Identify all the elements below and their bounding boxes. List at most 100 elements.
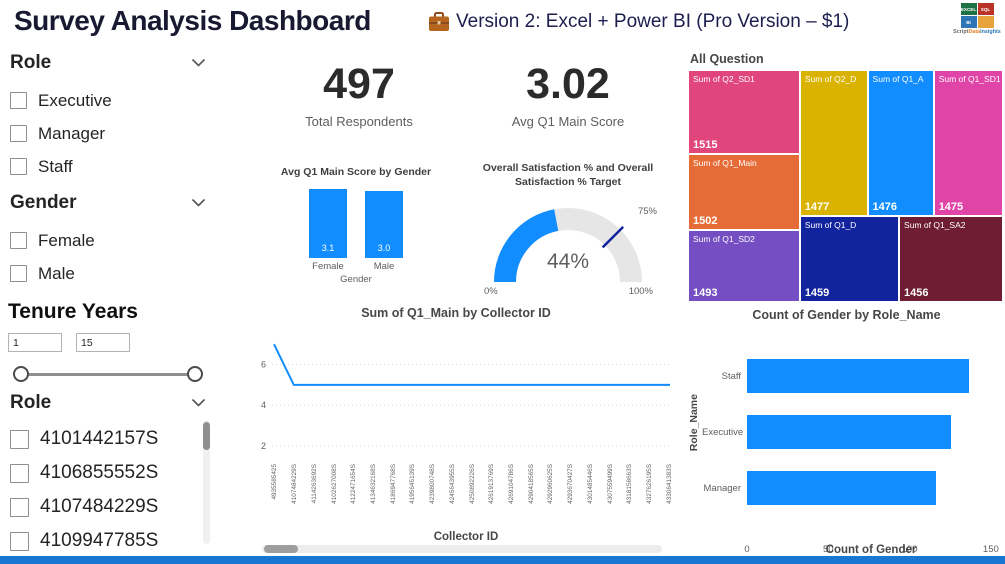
kpi-total-respondents: 497 Total Respondents	[278, 60, 440, 130]
bar-manager[interactable]	[747, 471, 937, 505]
x-tick-label: 4122471654S	[350, 464, 358, 504]
slicer-item[interactable]: 4107484229S	[10, 490, 206, 524]
slicer-item[interactable]: Female	[10, 224, 206, 257]
brand-logo: EXCEL SQL BI ScriptDataInsights	[950, 3, 1004, 35]
slicer-tenure-title: Tenure Years	[8, 300, 138, 323]
chart-all-question-treemap: All Question Sum of Q2_SD1 1515 Sum of Q1_…	[688, 52, 1004, 306]
x-tick-label: 4195645139S	[409, 464, 417, 504]
slicer-item[interactable]: Manager	[10, 117, 206, 150]
treemap-tile[interactable]: Sum of Q1_SD2 1493	[688, 230, 800, 302]
slicer-item[interactable]: 4109947785S	[10, 524, 206, 558]
line-series[interactable]	[273, 343, 670, 386]
x-tick-label: 4292960625S	[547, 464, 555, 504]
slicer-item[interactable]: Executive	[10, 84, 206, 117]
gauge-target-label: 75%	[637, 206, 657, 217]
slider-handle-min[interactable]	[13, 366, 29, 382]
gauge-value-label: 44%	[546, 250, 590, 273]
gauge-fill-arc	[494, 209, 559, 283]
role-id-scrollbar[interactable]	[203, 420, 210, 544]
checkbox[interactable]	[10, 463, 29, 483]
tenure-max-input[interactable]	[76, 333, 130, 352]
bar-value-label: 3.1	[321, 242, 335, 253]
treemap-tile[interactable]: Sum of Q1_SD1 1475	[933, 70, 1003, 217]
checkbox[interactable]	[10, 497, 29, 517]
x-tick-label: 4102627008S	[330, 464, 338, 504]
x-tick-label: 4318158663S	[626, 464, 634, 504]
bar-female[interactable]: 3.1	[309, 188, 347, 258]
chart-avg-score-by-gender: Avg Q1 Main Score by Gender 3.1 Female 3.0…	[272, 166, 440, 285]
checkbox[interactable]	[10, 125, 27, 142]
x-tick-label: 150	[982, 544, 999, 555]
tile-label: Sum of Q1_SD1	[938, 74, 1001, 84]
x-axis-title: Collector ID	[433, 531, 499, 543]
tile-label: Sum of Q1_A	[872, 74, 924, 84]
x-tick-label: 4245643955S	[448, 464, 456, 504]
chevron-down-icon[interactable]	[191, 394, 206, 412]
line-plot: 2 4 6	[261, 343, 670, 451]
checkbox[interactable]	[10, 92, 27, 109]
category-label: Manager	[703, 482, 742, 494]
kpi-label: Total Respondents	[305, 114, 413, 130]
slicer-gender: Gender Female Male	[10, 190, 206, 290]
slicer-item[interactable]: Male	[10, 257, 206, 290]
treemap-tile[interactable]: Sum of Q1_D 1459	[799, 216, 900, 302]
gauge-target-needle	[601, 225, 625, 249]
checkbox[interactable]	[10, 158, 27, 175]
gauge-arc[interactable]	[480, 192, 656, 290]
slicer-role-id-title: Role	[10, 392, 52, 413]
x-tick-label: 4250892226S	[468, 464, 476, 504]
treemap-tile[interactable]: Sum of Q1_A 1476	[867, 70, 934, 217]
treemap-tile[interactable]: Sum of Q2_D 1477	[799, 70, 868, 217]
logo-block: SQL	[977, 3, 994, 15]
x-tick-label: 0	[744, 544, 750, 555]
logo-caption-part: Data	[968, 29, 981, 35]
x-tick-label: 100	[901, 544, 918, 555]
bar-track	[747, 359, 995, 393]
logo-block	[977, 16, 994, 28]
treemap-tile[interactable]: Sum of Q1_SA2 1456	[899, 216, 1003, 302]
treemap-tile[interactable]: Sum of Q2_SD1 1515	[688, 70, 800, 154]
chevron-down-icon[interactable]	[191, 54, 206, 72]
slicer-gender-items: Female Male	[10, 224, 206, 290]
checkbox[interactable]	[10, 265, 27, 282]
bar-staff[interactable]	[747, 359, 970, 393]
x-tick-label: 4261913769S	[488, 464, 496, 504]
x-tick-label: 4239800748S	[429, 464, 437, 504]
slider-handle-max[interactable]	[187, 366, 203, 382]
chevron-down-icon[interactable]	[191, 194, 206, 212]
tile-label: Sum of Q1_D	[804, 220, 857, 231]
kpi-value: 3.02	[526, 60, 610, 108]
checkbox[interactable]	[10, 531, 29, 551]
bar-male[interactable]: 3.0	[365, 190, 403, 258]
tile-value: 1476	[872, 201, 898, 214]
checkbox[interactable]	[10, 429, 29, 449]
tenure-min-input[interactable]	[8, 333, 62, 352]
scrollbar-thumb[interactable]	[203, 422, 210, 450]
logo-caption-part: Script	[953, 29, 969, 35]
x-axis-title: Gender	[340, 273, 372, 285]
slicer-item-label: 4106855552S	[40, 462, 159, 483]
bar-executive[interactable]	[747, 415, 951, 449]
slicer-item[interactable]: 4106855552S	[10, 456, 206, 490]
category-label: Executive	[702, 426, 744, 438]
scrollbar-thumb[interactable]	[264, 545, 298, 553]
category-label: Male	[373, 260, 395, 272]
slicer-item[interactable]: Staff	[10, 150, 206, 183]
category-label: Staff	[721, 370, 741, 382]
chart-satisfaction-gauge: Overall Satisfaction % and Overall Satis…	[477, 162, 659, 297]
x-axis-labels: 4935585425 4107484229S 4114263692S 41026270…	[265, 464, 679, 526]
slicer-role-id-items: 4101442157S 4106855552S 4107484229S 4109947…	[10, 422, 206, 558]
slider-track[interactable]	[20, 373, 196, 376]
kpi-value: 497	[323, 60, 395, 108]
slicer-item-label: Manager	[38, 123, 106, 143]
logo-block: BI	[960, 16, 977, 28]
slicer-item[interactable]: 4101442157S	[10, 422, 206, 456]
slicer-gender-title: Gender	[10, 192, 77, 213]
checkbox[interactable]	[10, 232, 27, 249]
logo-grid: EXCEL SQL BI	[950, 3, 1004, 28]
x-tick-label: 4327626195S	[646, 464, 654, 504]
horizontal-scrollbar[interactable]	[262, 545, 662, 553]
x-tick-label: 4935585425	[271, 464, 279, 500]
bar-track	[747, 471, 995, 505]
treemap-tile[interactable]: Sum of Q1_Main 1502	[688, 153, 800, 231]
